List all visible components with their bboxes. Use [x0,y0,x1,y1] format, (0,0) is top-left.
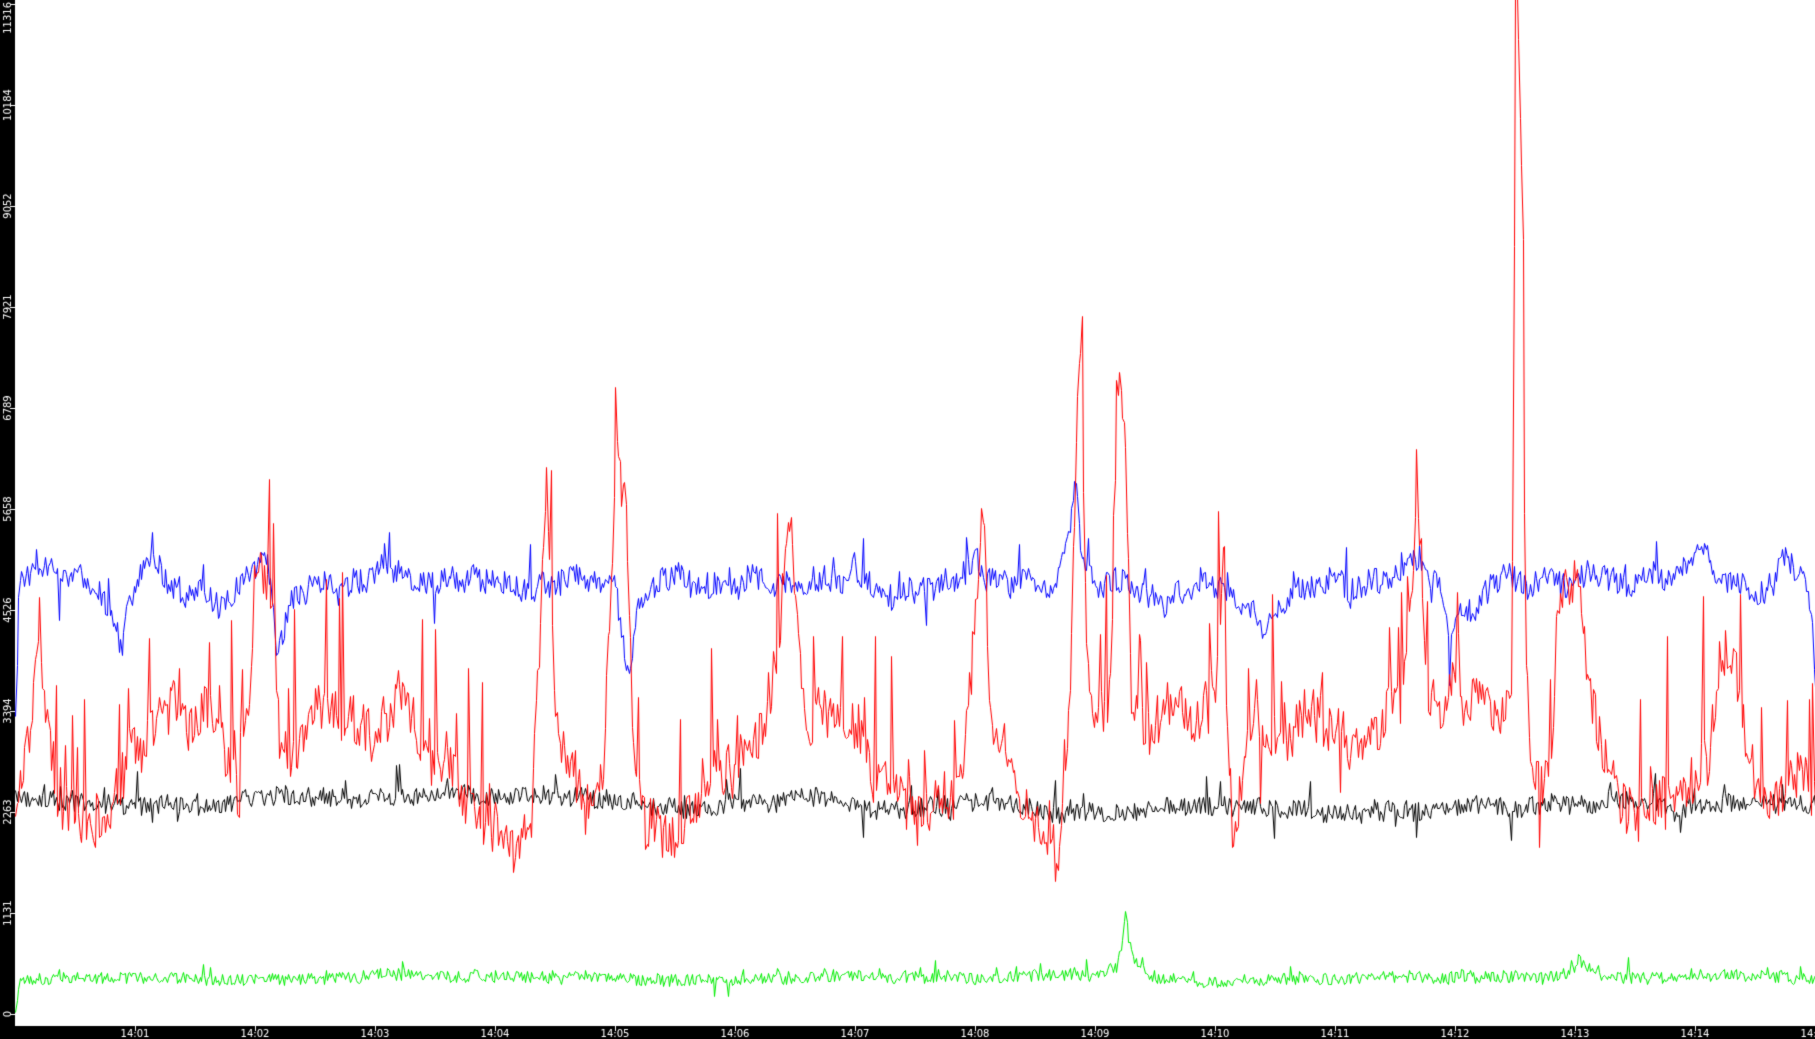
time-series-chart [0,0,1815,1039]
chart-canvas [0,0,1815,1039]
